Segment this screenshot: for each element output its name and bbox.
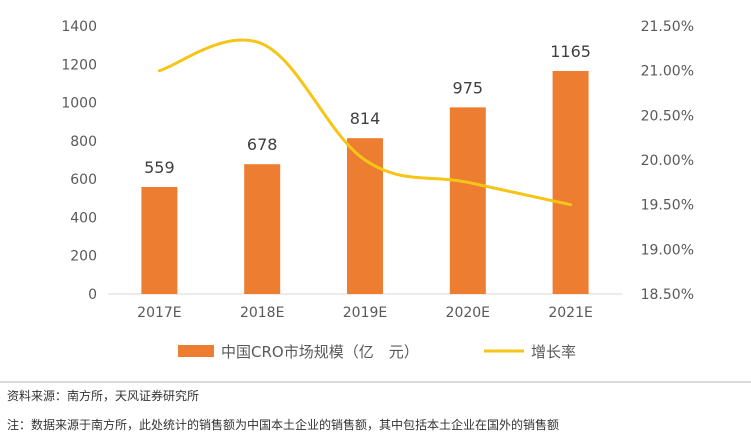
x-tick-label: 2021E bbox=[548, 305, 592, 321]
y-left-tick-label: 1000 bbox=[61, 96, 97, 112]
legend-bar-swatch bbox=[178, 345, 214, 357]
y-right-tick-label: 19.00% bbox=[641, 242, 694, 258]
y-right-tick-label: 21.00% bbox=[641, 64, 694, 80]
bars bbox=[141, 70, 589, 294]
bar-data-label: 678 bbox=[247, 135, 278, 154]
y-left-tick-label: 0 bbox=[88, 287, 97, 303]
bar bbox=[244, 164, 281, 294]
source-note: 资料来源：南方所，天风证券研究所 bbox=[7, 389, 200, 403]
x-tick-label: 2018E bbox=[240, 305, 284, 321]
x-tick-label: 2019E bbox=[343, 305, 387, 321]
growth-line bbox=[157, 38, 573, 207]
legend-line-label: 增长率 bbox=[531, 343, 576, 361]
bar bbox=[347, 138, 383, 294]
y-right-tick-label: 19.50% bbox=[641, 198, 694, 214]
footer-divider bbox=[0, 381, 751, 383]
data-note: 注：数据来源于南方所，此处统计的销售额为中国本土企业的销售额，其中包括本土企业在… bbox=[7, 418, 560, 432]
bar bbox=[141, 186, 178, 294]
bar-data-label: 1165 bbox=[550, 42, 591, 61]
y-right-tick-label: 21.50% bbox=[641, 19, 694, 35]
legend: 中国CRO市场规模（亿 元） 增长率 bbox=[178, 343, 576, 361]
y-right-tick-label: 18.50% bbox=[641, 287, 694, 303]
bar-data-label: 559 bbox=[144, 158, 175, 177]
data-labels: 559 678 814 975 1165 bbox=[144, 42, 591, 177]
legend-bar-label: 中国CRO市场规模（亿 元） bbox=[221, 343, 419, 361]
y-left-tick-label: 600 bbox=[70, 172, 97, 188]
x-tick-label: 2017E bbox=[137, 305, 181, 321]
bar-data-label: 975 bbox=[453, 78, 484, 97]
y-left-tick-label: 1200 bbox=[61, 57, 97, 73]
x-tick-label: 2020E bbox=[446, 305, 490, 321]
bar bbox=[449, 107, 486, 294]
bar bbox=[552, 70, 589, 294]
y-right-tick-label: 20.00% bbox=[641, 153, 694, 169]
y-right-tick-label: 20.50% bbox=[641, 108, 694, 124]
y-left-tick-label: 1400 bbox=[61, 19, 97, 35]
y-left-tick-label: 800 bbox=[70, 134, 97, 150]
growth-rate-line bbox=[157, 38, 573, 207]
y-left-tick-label: 400 bbox=[70, 210, 97, 226]
y-left-tick-label: 200 bbox=[70, 249, 97, 265]
axes: 0 200 400 600 800 1000 1200 1400 18.50% 19.00% 19.… bbox=[61, 19, 694, 321]
bar-data-label: 814 bbox=[350, 109, 381, 128]
